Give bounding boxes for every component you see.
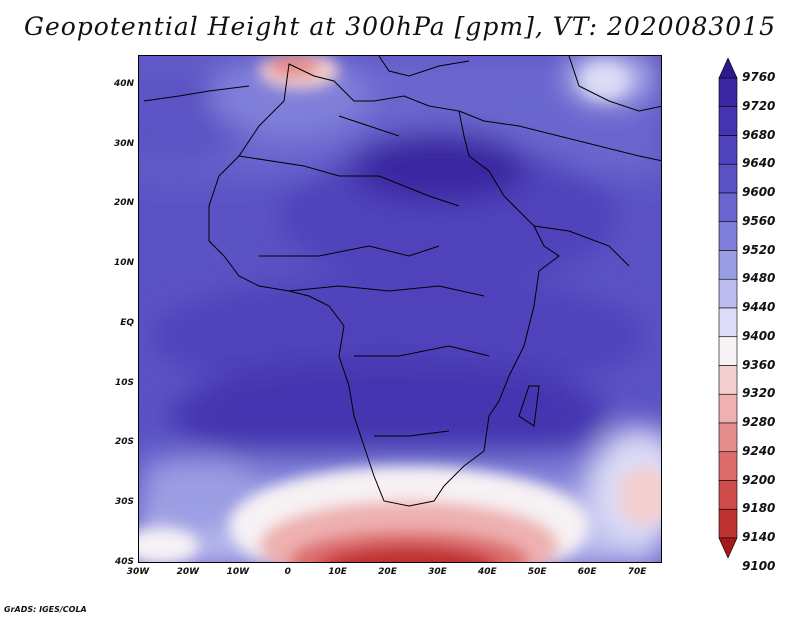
colorbar-swatch [718,58,738,79]
colorbar-swatch [718,106,738,136]
colorbar-level-label: 9100 [742,558,776,573]
lon-tick-label: 50E [527,567,547,577]
colorbar-swatch [718,221,738,251]
lon-tick-label: 30W [126,567,150,577]
colorbar-swatch [718,393,738,424]
lat-tick-label: 30N [113,138,134,149]
colorbar-swatch [718,422,738,453]
colorbar-swatch [718,250,738,280]
colorbar-level-label: 9560 [742,213,776,228]
lat-tick-label: 10S [114,377,134,388]
colorbar-level-label: 9240 [742,443,776,458]
lat-tick-label: 10N [113,258,134,269]
colorbar-swatch [718,192,738,223]
colorbar [718,58,738,558]
credit-text: GrADS: IGES/COLA [4,605,87,614]
colorbar-swatch [718,307,738,338]
map-area [138,55,662,563]
colorbar-swatch [718,77,738,108]
lat-tick-label: 20S [114,437,134,448]
colorbar-level-label: 9480 [742,271,776,286]
colorbar-level-label: 9140 [742,530,776,544]
colorbar-swatch [718,537,738,558]
lat-tick-label: 40S [114,557,134,567]
lat-tick-label: 20N [113,198,134,209]
colorbar-swatch [718,163,738,194]
colorbar-swatch [718,480,738,510]
lat-tick-label: 40N [113,78,134,89]
lat-tick-label: EQ [120,317,134,328]
colorbar-swatch [718,508,738,539]
lon-tick-label: 70E [627,567,647,577]
map-canvas [139,56,661,562]
colorbar-level-label: 9200 [742,472,776,487]
lon-tick-label: 10E [328,567,347,577]
colorbar-level-label: 9640 [742,156,776,171]
lat-tick-label: 30S [114,497,134,508]
colorbar-swatch [718,451,738,481]
colorbar-swatch [718,365,738,395]
coastlines [143,56,661,507]
lon-tick-label: 30E [428,567,447,577]
lon-tick-label: 20E [378,567,397,577]
colorbar-level-label: 9720 [742,98,776,113]
height-field-detail [139,56,661,562]
colorbar-level-label: 9760 [742,70,776,84]
lon-tick-label: 0 [284,567,291,577]
chart-title: Geopotential Height at 300hPa [gpm], VT:… [23,12,777,41]
colorbar-level-label: 9680 [742,127,776,142]
lon-tick-label: 10W [226,567,250,577]
colorbar-swatch [718,135,738,165]
lon-tick-label: 40E [477,567,497,577]
colorbar-level-label: 9520 [742,242,776,257]
colorbar-level-label: 9360 [742,357,776,372]
colorbar-swatch [718,336,738,366]
colorbar-level-label: 9600 [742,185,776,199]
lon-tick-label: 60E [577,567,597,577]
colorbar-swatch [718,278,738,309]
lon-tick-label: 20W [176,567,200,577]
colorbar-level-label: 9180 [742,501,776,516]
colorbar-level-label: 9280 [742,415,776,429]
colorbar-level-label: 9320 [742,386,776,401]
colorbar-level-label: 9440 [742,300,776,314]
colorbar-level-label: 9400 [742,328,776,343]
